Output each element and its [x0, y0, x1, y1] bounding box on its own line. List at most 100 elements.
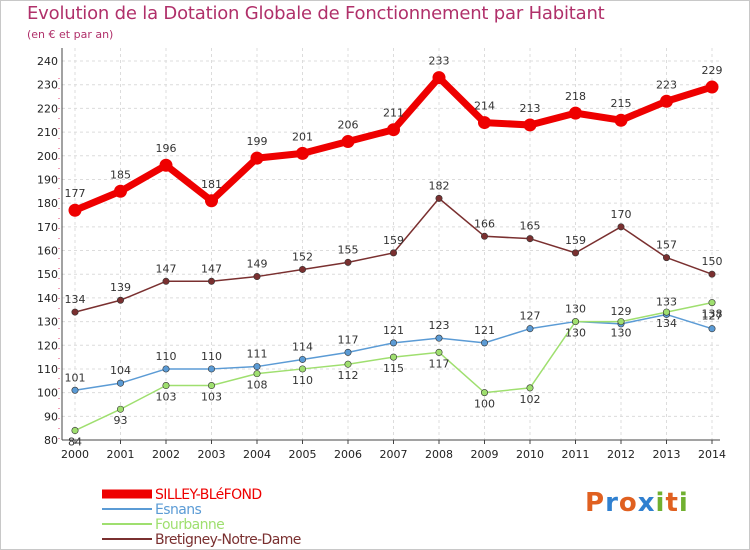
data-label: 102: [520, 393, 541, 406]
data-point: [480, 339, 488, 347]
data-point: [205, 194, 218, 208]
data-label: 110: [201, 350, 222, 363]
x-tick-label: 2010: [516, 448, 544, 461]
y-tick-label: 180: [37, 197, 58, 210]
x-tick-label: 2008: [425, 448, 453, 461]
y-tick-label: 140: [37, 292, 58, 305]
x-tick-label: 2001: [107, 448, 135, 461]
y-tick-label: 240: [37, 55, 58, 68]
data-point: [662, 254, 670, 262]
x-tick-label: 2014: [698, 448, 726, 461]
data-label: 127: [520, 310, 541, 323]
data-label: 159: [383, 234, 404, 247]
data-label: 170: [611, 208, 632, 221]
data-label: 149: [247, 258, 268, 271]
data-label: 110: [156, 350, 177, 363]
data-label: 214: [474, 100, 495, 113]
data-label: 130: [565, 303, 586, 316]
x-axis-ticks: 2000 2001 2002 2003 2004 2005 2006 2007 2008 2009…: [61, 440, 726, 461]
y-tick-label: 190: [37, 173, 58, 186]
x-tick-label: 2011: [562, 448, 590, 461]
data-label: 150: [702, 255, 723, 268]
data-label: 223: [656, 78, 677, 91]
data-point: [389, 339, 397, 347]
data-label: 152: [292, 250, 313, 263]
data-point: [208, 277, 216, 285]
data-label: 101: [65, 371, 86, 384]
logo-letter: i: [655, 488, 666, 518]
logo-letter: x: [637, 488, 656, 518]
data-label: 206: [338, 119, 359, 132]
data-point: [389, 249, 397, 257]
data-point: [162, 365, 170, 373]
data-label: 111: [247, 348, 268, 361]
data-label: 201: [292, 130, 313, 143]
x-tick-label: 2013: [653, 448, 681, 461]
data-label: 127: [702, 310, 723, 323]
y-tick-label: 160: [37, 245, 58, 258]
legend-label: SILLEY-BLéFOND: [155, 487, 262, 503]
data-point: [68, 203, 82, 217]
x-tick-label: 2007: [380, 448, 408, 461]
data-point: [344, 258, 352, 266]
data-point: [571, 318, 579, 326]
data-point: [389, 353, 397, 361]
data-point: [480, 232, 488, 240]
data-point: [296, 146, 309, 160]
data-label: 115: [383, 362, 404, 375]
data-point: [526, 325, 534, 333]
data-label: 147: [156, 262, 177, 275]
data-point: [71, 308, 79, 316]
data-label: 130: [565, 327, 586, 340]
x-tick-label: 2006: [334, 448, 362, 461]
data-label: 139: [110, 281, 131, 294]
data-label: 93: [114, 414, 128, 427]
data-point: [708, 325, 716, 333]
data-label: 117: [429, 357, 450, 370]
y-tick-label: 130: [37, 316, 58, 329]
proxiti-logo: Proxiti: [585, 488, 689, 518]
data-point: [298, 265, 306, 273]
data-point: [432, 71, 446, 85]
legend-label: Fourbanne: [155, 517, 224, 533]
data-point: [344, 360, 352, 368]
y-tick-label: 110: [37, 363, 58, 376]
chart-subtitle: (en € et par an): [27, 28, 114, 41]
data-point: [660, 94, 673, 108]
data-point: [159, 158, 173, 172]
legend-label: Esnans: [155, 502, 201, 518]
data-point: [253, 370, 261, 378]
data-point: [435, 194, 443, 202]
data-point: [117, 296, 125, 304]
y-tick-label: 170: [37, 221, 58, 234]
data-label: 229: [702, 64, 723, 77]
data-label: 213: [520, 102, 541, 115]
y-tick-label: 220: [37, 102, 58, 115]
logo-letter: t: [665, 488, 679, 518]
x-tick-label: 2012: [607, 448, 635, 461]
data-label: 177: [65, 187, 86, 200]
data-point: [253, 363, 261, 371]
grid-lines: [62, 48, 720, 441]
data-point: [208, 382, 216, 390]
data-point: [162, 277, 170, 285]
data-label: 110: [292, 374, 313, 387]
data-label: 181: [201, 178, 222, 191]
x-tick-label: 2005: [289, 448, 317, 461]
data-point: [569, 106, 582, 120]
data-point: [526, 235, 534, 243]
y-tick-label: 120: [37, 339, 58, 352]
data-label: 215: [611, 97, 632, 110]
data-point: [705, 80, 719, 94]
data-point: [708, 270, 716, 278]
data-label: 103: [201, 391, 222, 404]
data-point: [571, 249, 579, 257]
data-point: [387, 123, 400, 137]
data-point: [344, 348, 352, 356]
data-point: [435, 334, 443, 342]
data-point: [208, 365, 216, 373]
data-point: [480, 389, 488, 397]
data-label: 218: [565, 90, 586, 103]
data-point: [617, 223, 625, 231]
